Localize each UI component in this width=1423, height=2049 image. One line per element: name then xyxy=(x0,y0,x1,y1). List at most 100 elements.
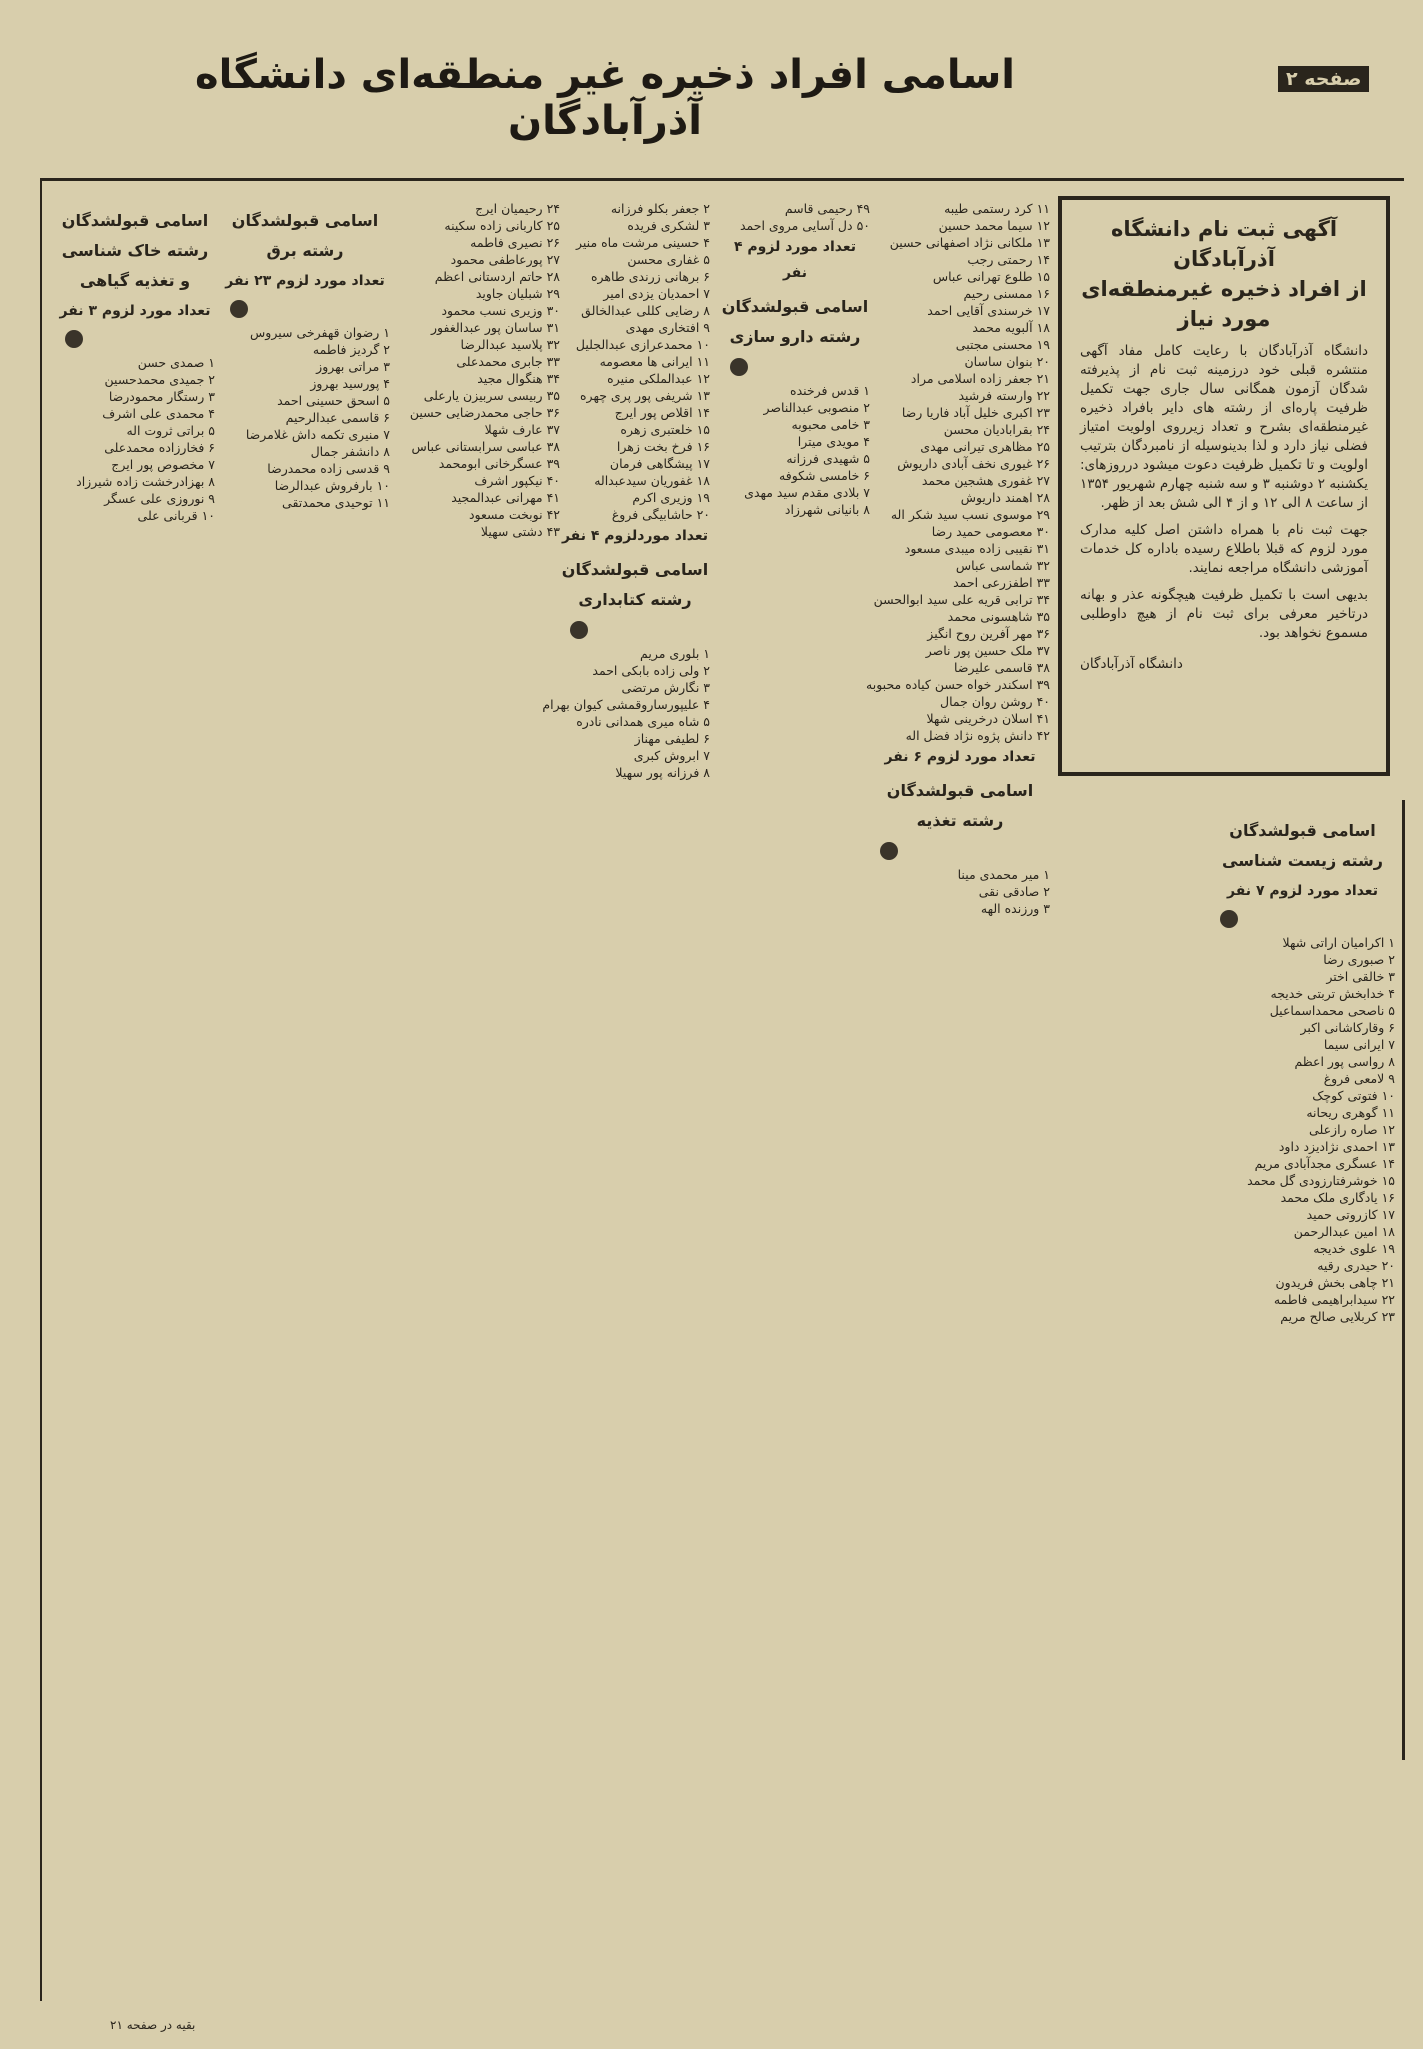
section-heading: اسامی قبولشدگان رشته تغذیه xyxy=(886,781,1034,830)
list-item: ۳۹ عسگرخانی ابومحمد xyxy=(438,456,560,471)
list-item: ۱۹ وزیری اکرم xyxy=(632,490,710,505)
column-rule xyxy=(1402,800,1405,1760)
list-item: ۲۰ بنوان ساسان xyxy=(964,354,1051,369)
required-count: تعداد مورد لزوم ۷ نفر xyxy=(1227,883,1378,899)
list-item: ۳۱ ساسان پور عبدالغفور xyxy=(431,320,560,335)
list-item: ۲۰ حیدری رقیه xyxy=(1317,1258,1395,1273)
list-item: ۲۳ اکبری خلیل آباد فاریا رضا xyxy=(901,405,1050,420)
list-item: ۶ برهانی زرندی طاهره xyxy=(590,269,710,284)
list-item: ۳۸ عباسی سرابستانی عباس xyxy=(411,439,560,454)
list-item: ۵ غفاری محسن xyxy=(627,252,710,267)
list-item: ۶ وقارکاشانی اکبر xyxy=(1300,1020,1395,1035)
list-item: ۳۶ مهر آفرین روح انگیز xyxy=(927,626,1050,641)
list-item: ۳۵ ربیسی سربیزن یارعلی xyxy=(423,388,560,403)
list-item: ۱۸ امین عبدالرحمن xyxy=(1293,1224,1395,1239)
list-item: ۳۷ عارف شهلا xyxy=(484,422,560,437)
list-item: ۱۹ علوی خدیجه xyxy=(1313,1241,1395,1256)
column-list: ۲۴ رحیمیان ایرج ۲۵ کاربانی زاده سکینه ۲۶ ن… xyxy=(395,200,560,540)
list-item: ۱۷ خرسندی آقایی احمد xyxy=(927,303,1050,318)
list-item: ۱۱ توحیدی محمدتقی xyxy=(282,495,390,510)
bullet-icon xyxy=(880,842,898,860)
list-item: ۱۷ پیشگاهی فرمان xyxy=(609,456,710,471)
list-item: ۶ خامسی شکوفه xyxy=(779,468,870,483)
list-item: ۲۷ غفوری هشجین محمد xyxy=(921,473,1050,488)
list-item: ۳۳ جابری محمدعلی xyxy=(456,354,560,369)
section-heading: اسامی قبولشدگان رشته برق xyxy=(231,211,379,260)
list-item: ۴ پورسید بهروز xyxy=(310,376,390,391)
list-item: ۱۶ ممسنی رحیم xyxy=(963,286,1050,301)
list-item: ۸ فرزانه پور سهیلا xyxy=(615,765,710,780)
list-item: ۴۹ رحیمی قاسم xyxy=(784,201,870,216)
list-item: ۵ ناصحی محمداسماعیل xyxy=(1269,1003,1395,1018)
required-count: تعداد مورد لزوم ۴ نفر xyxy=(733,239,857,281)
list-item: ۷ بلادی مقدم سید مهدی xyxy=(744,485,870,500)
list-item: ۱۳ ملکانی نژاد اصفهانی حسین xyxy=(889,235,1050,250)
list-item: ۵ اسحق حسینی احمد xyxy=(277,393,390,408)
list-item: ۸ دانشفر جمال xyxy=(310,444,390,459)
list-item: ۴ خدابخش تربتی خدیجه xyxy=(1270,986,1395,1001)
list-item: ۱۵ خوشرفتارزودی گل محمد xyxy=(1247,1173,1395,1188)
list-item: ۶ قاسمی عبدالرحیم xyxy=(285,410,390,425)
list-item: ۶ فخارزاده محمدعلی xyxy=(104,440,215,455)
bullet-icon xyxy=(570,621,588,639)
list-item: ۴ حسینی مرشت ماه منیر xyxy=(576,235,710,250)
list-item: ۳ مراتی بهروز xyxy=(316,359,390,374)
required-count: تعداد مورد لزوم ۲۳ نفر xyxy=(225,273,385,289)
list-item: ۱۶ فرخ بخت زهرا xyxy=(616,439,710,454)
list-item: ۱۸ غفوریان سیدعبداله xyxy=(594,473,710,488)
column-list: ۱۱ کرد رستمی طیبه ۱۲ سیما محمد حسین ۱۳ ملک… xyxy=(866,200,1051,917)
list-item: ۳۰ وزیری نسب محمود xyxy=(441,303,560,318)
list-item: ۲۲ وارسته فرشید xyxy=(958,388,1050,403)
list-item: ۱ صمدی حسن xyxy=(137,355,215,370)
list-item: ۲۱ چاهی بخش فریدون xyxy=(1275,1275,1395,1290)
list-item: ۱ میر محمدی مینا xyxy=(957,867,1050,882)
list-item: ۸ بانیانی شهرزاد xyxy=(784,502,870,517)
list-item: ۷ احمدیان یزدی امیر xyxy=(603,286,710,301)
list-item: ۱ اکرامیان اراتی شهلا xyxy=(1282,935,1395,950)
list-item: ۱۱ کرد رستمی طیبه xyxy=(944,201,1050,216)
list-item: ۳۴ هنگوال مجید xyxy=(477,371,560,386)
registration-notice: آگهی ثبت نام دانشگاه آذرآبادگان از افراد… xyxy=(1058,196,1390,776)
notice-title: آگهی ثبت نام دانشگاه آذرآبادگان xyxy=(1110,217,1338,271)
list-item: ۲۸ حاتم اردستانی اعظم xyxy=(434,269,560,284)
page-title: اسامی افراد ذخیره غیر منطقه‌ای دانشگاه آ… xyxy=(195,52,1016,144)
list-item: ۳۱ نقیبی زاده میبدی مسعود xyxy=(904,541,1050,556)
list-item: ۳۰ معصومی حمید رضا xyxy=(931,524,1050,539)
list-item: ۵۰ دل آسایی مروی احمد xyxy=(739,218,870,233)
list-item: ۱ بلوری مریم xyxy=(640,646,710,661)
list-item: ۳ خالقی اختر xyxy=(1326,969,1395,984)
bullet-icon xyxy=(730,358,748,376)
list-item: ۱۰ فتوتی کوچک xyxy=(1312,1088,1395,1103)
notice-paragraph: جهت ثبت نام با همراه داشتن اصل کلیه مدار… xyxy=(1080,522,1368,576)
column-pharmacy: ۴۹ رحیمی قاسم ۵۰ دل آسایی مروی احمد تعداد … xyxy=(720,200,870,518)
list-item: ۵ شهیدی فرزانه xyxy=(786,451,870,466)
list-item: ۳ خامی محبوبه xyxy=(791,417,871,432)
list-item: ۴ علیپورساروقمشی کیوان بهرام xyxy=(542,697,710,712)
section-heading: اسامی قبولشدگان رشته کتابداری xyxy=(561,560,709,609)
list-item: ۳۴ ترابی قریه علی سید ابوالحسن xyxy=(873,592,1050,607)
list-item: ۱۵ خلعتبری زهره xyxy=(620,422,710,437)
list-item: ۲۹ شبلیان جاوید xyxy=(475,286,560,301)
list-item: ۲۴ بقرابادیان محسن xyxy=(943,422,1050,437)
required-count: تعداد مورد لزوم ۳ نفر xyxy=(59,303,211,319)
list-item: ۲۵ مظاهری تیرانی مهدی xyxy=(920,439,1050,454)
list-item: ۱۵ طلوع تهرانی عباس xyxy=(932,269,1050,284)
list-item: ۳۶ حاجی محمدرضایی حسین xyxy=(409,405,560,420)
list-item: ۲ ولی زاده بابکی احمد xyxy=(592,663,710,678)
column-list: ۲ جعفر بکلو فرزانه ۳ لشکری فریده ۴ حسینی م… xyxy=(542,200,710,781)
column-biology: اسامی قبولشدگان رشته زیست شناسی تعداد مور… xyxy=(1210,810,1395,1325)
list-item: ۱ رضوان قهفرخی سیروس xyxy=(250,325,390,340)
notice-paragraph: بدیهی است با تکمیل ظرفیت هیچگونه عذر و ب… xyxy=(1080,587,1368,641)
content-frame xyxy=(40,178,1404,2001)
continued-note: بقیه در صفحه ۲۱ xyxy=(110,2018,196,2032)
list-item: ۳۳ اطفزرعی احمد xyxy=(953,575,1050,590)
list-item: ۲۰ حاشابیگی فروغ xyxy=(611,507,710,522)
list-item: ۲۶ غیوری نخف آبادی داریوش xyxy=(897,456,1050,471)
list-item: ۴۱ اسلان درخرینی شهلا xyxy=(926,711,1050,726)
list-item: ۹ لامعی فروغ xyxy=(1323,1071,1395,1086)
list-item: ۲۳ کربلایی صالح مریم xyxy=(1280,1309,1395,1324)
list-item: ۲۸ اهمند داریوش xyxy=(960,490,1050,505)
list-item: ۲۵ کاربانی زاده سکینه xyxy=(444,218,560,233)
list-item: ۳۲ شماسی عباس xyxy=(955,558,1050,573)
list-item: ۸ رضایی کللی عبدالخالق xyxy=(581,303,710,318)
